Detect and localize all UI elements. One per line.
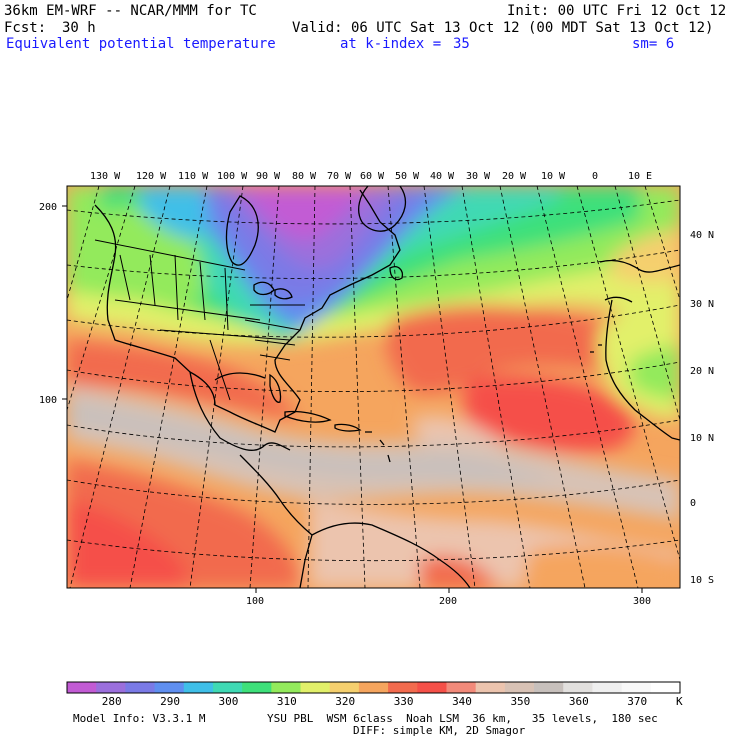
lon-label: 20 W: [502, 171, 527, 182]
y-grid-label: 200: [39, 202, 57, 213]
colorbar-tick-label: 370: [627, 695, 647, 708]
x-grid-label: 100: [246, 596, 264, 607]
graticule: [67, 186, 680, 588]
colorbar-swatch: [446, 682, 477, 693]
colorbar-swatch: [329, 682, 360, 693]
lon-label: 0: [592, 171, 598, 182]
level-label: at k-index =: [340, 36, 442, 52]
lon-label: 10 E: [628, 171, 652, 182]
lon-label: 10 W: [541, 171, 566, 182]
lon-label: 70 W: [327, 171, 352, 182]
map-frame: [66, 185, 681, 589]
lon-label: 30 W: [466, 171, 491, 182]
colorbar-swatch: [96, 682, 126, 693]
colorbar-labels: 280 290 300 310 320 330 340 350 360 370: [102, 695, 647, 708]
colorbar-tick-label: 340: [452, 695, 472, 708]
lon-label: 110 W: [178, 171, 209, 182]
colorbar-swatch: [621, 682, 652, 693]
colorbar-tick-label: 310: [277, 695, 297, 708]
lat-label: 20 N: [690, 366, 714, 377]
field-name: Equivalent potential temperature: [6, 36, 276, 52]
colorbar-frame: [66, 681, 681, 694]
lon-label: 60 W: [360, 171, 385, 182]
diffusion-info: DIFF: simple KM, 2D Smagor: [353, 724, 526, 737]
colorbar-tick-label: 280: [102, 695, 122, 708]
lon-label: 80 W: [292, 171, 317, 182]
colorbar-swatch: [534, 682, 564, 693]
colorbar-tick-label: 320: [335, 695, 355, 708]
level-value: 35: [453, 36, 470, 52]
lat-label: 0: [690, 498, 696, 509]
init-time: Init: 00 UTC Fri 12 Oct 12: [507, 3, 727, 19]
colorbar-tick-label: 300: [219, 695, 239, 708]
x-grid-label: 300: [633, 596, 651, 607]
theta-e-field: [67, 186, 680, 588]
lon-label: 100 W: [217, 171, 248, 182]
frame-ticks: [62, 205, 643, 593]
colorbar-swatch: [358, 682, 389, 693]
colorbar-swatch: [183, 682, 214, 693]
lon-label: 120 W: [136, 171, 167, 182]
colorbar-swatch: [563, 682, 593, 693]
smoothing: sm= 6: [632, 36, 675, 52]
colorbar-swatch: [388, 682, 418, 693]
lon-label: 50 W: [395, 171, 420, 182]
colorbar-tick-label: 290: [160, 695, 180, 708]
lat-label: 40 N: [690, 230, 714, 241]
colorbar-swatch: [592, 682, 623, 693]
y-grid-label: 100: [39, 395, 57, 406]
colorbar-swatch: [67, 682, 97, 693]
longitude-labels: 130 W 120 W 110 W 100 W 90 W 80 W 70 W 6…: [90, 171, 652, 182]
colorbar: [66, 681, 681, 694]
latitude-labels: 40 N 30 N 20 N 10 N 0 10 S: [690, 230, 714, 586]
lon-label: 90 W: [256, 171, 281, 182]
colorbar-swatch: [271, 682, 302, 693]
forecast-label: Fcst:: [4, 20, 47, 36]
colorbar-swatch: [125, 682, 156, 693]
colorbar-unit: K: [676, 695, 683, 708]
colorbar-swatch: [417, 682, 447, 693]
lon-label: 130 W: [90, 171, 121, 182]
x-grid-label: 200: [439, 596, 457, 607]
colorbar-swatch: [300, 682, 331, 693]
physics-info: YSU PBL WSM 6class Noah LSM 36 km, 35 le…: [267, 712, 658, 725]
colorbar-swatch: [212, 682, 243, 693]
lon-label: 40 W: [430, 171, 455, 182]
colorbar-tick-label: 350: [510, 695, 530, 708]
colorbar-swatch: [504, 682, 535, 693]
valid-time: Valid: 06 UTC Sat 13 Oct 12 (00 MDT Sat …: [292, 20, 714, 36]
model-title: 36km EM-WRF -- NCAR/MMM for TC: [4, 3, 257, 19]
forecast-hour: 30 h: [62, 20, 96, 36]
colorbar-swatch: [650, 682, 681, 693]
lat-label: 10 N: [690, 433, 714, 444]
colorbar-swatch: [475, 682, 506, 693]
lat-label: 30 N: [690, 299, 714, 310]
colorbar-tick-label: 360: [569, 695, 589, 708]
political-boundaries: [94, 239, 305, 401]
colorbar-swatch: [154, 682, 185, 693]
lat-label: 10 S: [690, 575, 714, 586]
colorbar-swatch: [242, 682, 272, 693]
model-info: Model Info: V3.3.1 M: [73, 712, 206, 725]
colorbar-tick-label: 330: [394, 695, 414, 708]
grid-index-labels: 100 200 300 200 100: [39, 202, 651, 607]
